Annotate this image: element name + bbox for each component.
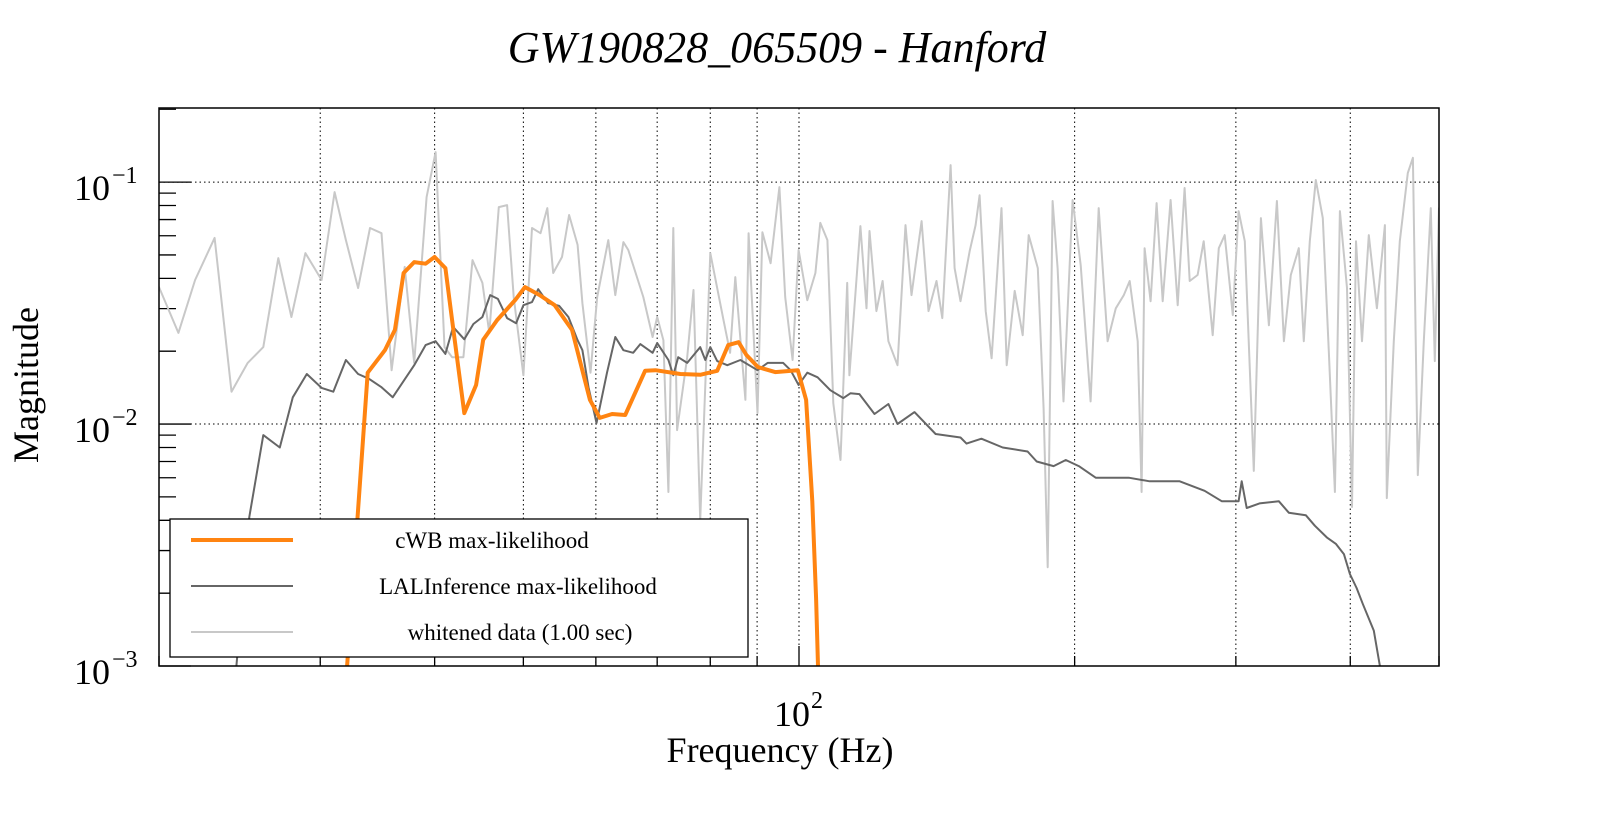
legend-label-whitened: whitened data (1.00 sec)	[408, 620, 633, 645]
y-tick-label-2-exp: −3	[112, 647, 138, 673]
series-line-lalinference-max-likelihood	[235, 288, 1381, 666]
y-tick-label-1-base: 10	[74, 410, 110, 450]
y-tick-label-0-base: 10	[74, 168, 110, 208]
series-layer	[159, 151, 1439, 666]
y-tick-label-2-base: 10	[74, 652, 110, 692]
x-tick-label-0: 10 2	[774, 688, 823, 734]
legend-label-cwb: cWB max-likelihood	[395, 528, 589, 553]
series-line-cwb-max-likelihood	[345, 255, 820, 666]
y-tick-label-0-exp: −1	[112, 163, 138, 189]
y-tick-label-0: 10 −1	[74, 163, 138, 208]
plot-frame	[158, 107, 1440, 667]
x-tick-label-0-base: 10	[774, 694, 810, 734]
x-axis-title: Frequency (Hz)	[667, 730, 894, 770]
legend-label-lalinference: LALInference max-likelihood	[379, 574, 657, 599]
series-line-whitened-data-1-00-sec	[159, 151, 1439, 569]
legend: cWB max-likelihood LALInference max-like…	[169, 518, 749, 658]
chart-title: GW190828_065509 - Hanford	[508, 23, 1048, 72]
y-tick-label-2: 10 −3	[74, 647, 138, 692]
y-axis-title: Magnitude	[6, 307, 46, 463]
x-tick-label-0-exp: 2	[811, 688, 823, 714]
y-tick-label-1-exp: −2	[112, 405, 138, 431]
y-tick-label-1: 10 −2	[74, 405, 138, 450]
